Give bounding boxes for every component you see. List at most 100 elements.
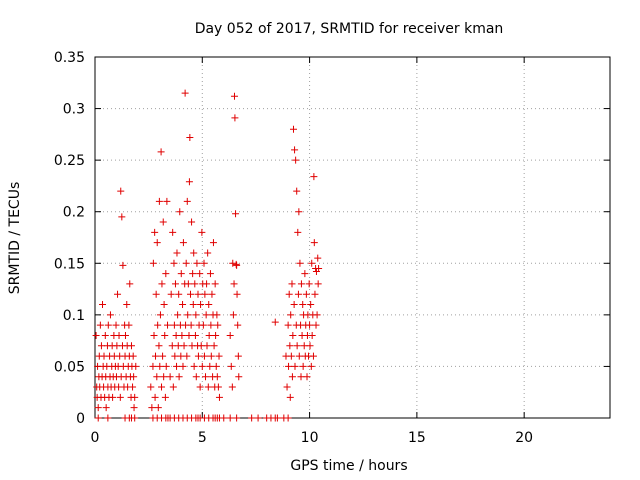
data-point — [183, 197, 191, 205]
data-point — [273, 414, 281, 422]
data-point — [177, 270, 185, 278]
data-point — [220, 414, 228, 422]
data-point — [126, 280, 134, 288]
data-point — [210, 342, 218, 350]
data-point — [161, 331, 169, 339]
data-point — [198, 362, 206, 370]
data-point — [184, 280, 192, 288]
data-point — [101, 331, 109, 339]
data-point — [186, 290, 194, 298]
data-point — [157, 148, 165, 156]
data-point — [311, 290, 319, 298]
data-point — [308, 259, 316, 267]
data-point — [297, 373, 305, 381]
data-point — [314, 254, 322, 262]
data-point — [214, 321, 222, 329]
data-point — [254, 414, 262, 422]
data-point — [102, 404, 110, 412]
data-point — [289, 331, 297, 339]
data-point — [233, 290, 241, 298]
x-tick-label: 15 — [408, 430, 426, 446]
data-point — [229, 311, 237, 319]
data-point — [132, 362, 140, 370]
y-tick-label: 0.05 — [54, 359, 85, 375]
data-point — [299, 362, 307, 370]
data-point — [168, 342, 176, 350]
data-point — [231, 114, 239, 122]
data-point — [112, 321, 120, 329]
data-point — [127, 342, 135, 350]
data-point — [130, 404, 138, 412]
data-point — [97, 342, 105, 350]
data-point — [293, 187, 301, 195]
data-point — [183, 352, 191, 360]
data-point — [149, 259, 157, 267]
data-point — [147, 383, 155, 391]
y-tick-label: 0.25 — [54, 153, 85, 169]
data-point — [215, 393, 223, 401]
data-point — [288, 373, 296, 381]
data-point — [248, 414, 256, 422]
data-point — [158, 280, 166, 288]
data-point — [215, 352, 223, 360]
data-point — [155, 342, 163, 350]
data-point — [191, 331, 199, 339]
x-axis: 0 5 10 15 20 — [91, 57, 533, 446]
data-point — [307, 362, 315, 370]
data-point — [192, 373, 200, 381]
data-point — [170, 259, 178, 267]
data-point — [295, 208, 303, 216]
data-point — [118, 213, 126, 221]
data-point — [96, 321, 104, 329]
data-point — [310, 239, 318, 247]
data-point — [207, 352, 215, 360]
data-point — [309, 352, 317, 360]
data-point — [190, 362, 198, 370]
data-point — [196, 383, 204, 391]
data-point — [292, 156, 300, 164]
data-point — [294, 228, 302, 236]
data-point — [156, 362, 164, 370]
data-point — [285, 290, 293, 298]
data-point — [181, 89, 189, 97]
chart-title: Day 052 of 2017, SRMTID for receiver kma… — [195, 21, 504, 37]
data-point — [303, 373, 311, 381]
data-point — [152, 352, 160, 360]
data-point — [94, 404, 102, 412]
data-point — [201, 290, 209, 298]
data-point — [160, 373, 168, 381]
data-point — [185, 331, 193, 339]
data-point — [284, 321, 292, 329]
data-point — [171, 280, 179, 288]
data-point — [92, 331, 100, 339]
data-point — [306, 342, 314, 350]
data-point — [288, 280, 296, 288]
data-point — [287, 311, 295, 319]
data-point — [178, 331, 186, 339]
data-point — [290, 301, 298, 309]
data-point — [234, 321, 242, 329]
data-point — [194, 290, 202, 298]
data-point — [192, 311, 200, 319]
data-point — [186, 133, 194, 141]
data-point — [155, 197, 163, 205]
data-point — [148, 404, 156, 412]
data-point — [187, 321, 195, 329]
data-point — [202, 373, 210, 381]
data-point — [191, 280, 199, 288]
data-point — [129, 383, 137, 391]
data-point — [212, 362, 220, 370]
data-point — [106, 311, 114, 319]
data-point — [174, 311, 182, 319]
data-point — [175, 373, 183, 381]
data-point — [194, 352, 202, 360]
data-point — [180, 342, 188, 350]
data-point — [305, 280, 313, 288]
data-point — [115, 331, 123, 339]
data-point — [94, 414, 102, 422]
data-point — [234, 352, 242, 360]
data-point — [173, 249, 181, 257]
data-point — [196, 270, 204, 278]
data-point — [163, 197, 171, 205]
